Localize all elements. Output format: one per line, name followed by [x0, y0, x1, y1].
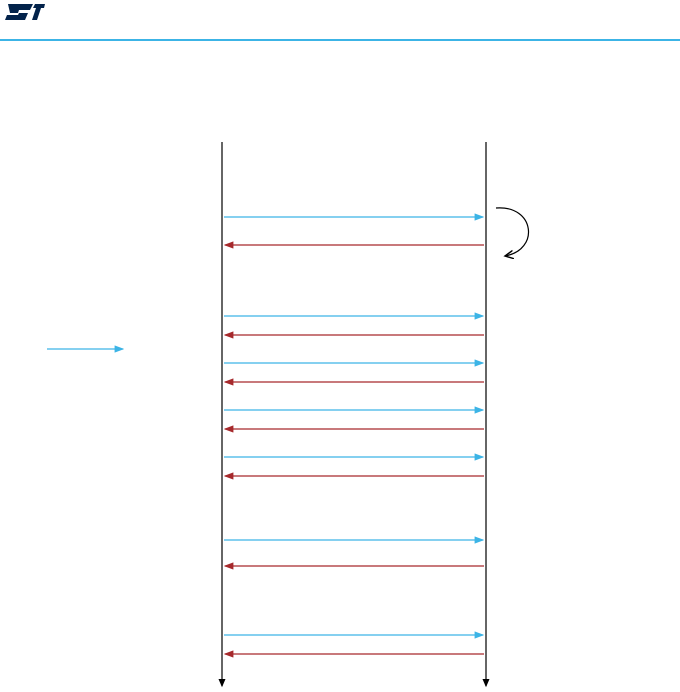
self-loop: [496, 208, 528, 256]
sequence-diagram: [0, 0, 680, 692]
